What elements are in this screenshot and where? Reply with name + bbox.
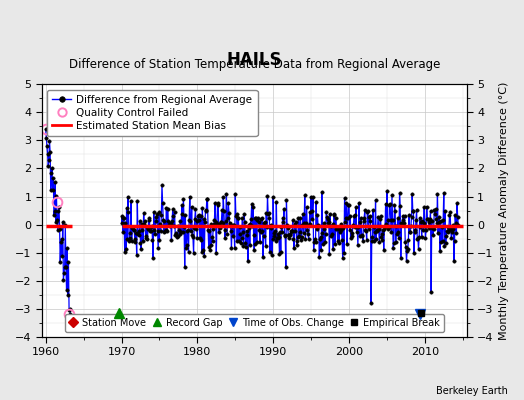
Y-axis label: Monthly Temperature Anomaly Difference (°C): Monthly Temperature Anomaly Difference (… — [499, 81, 509, 340]
Text: Difference of Station Temperature Data from Regional Average: Difference of Station Temperature Data f… — [69, 58, 440, 70]
Text: Berkeley Earth: Berkeley Earth — [436, 386, 508, 396]
Title: HAILS: HAILS — [226, 51, 282, 69]
Legend: Station Move, Record Gap, Time of Obs. Change, Empirical Break: Station Move, Record Gap, Time of Obs. C… — [65, 314, 444, 332]
